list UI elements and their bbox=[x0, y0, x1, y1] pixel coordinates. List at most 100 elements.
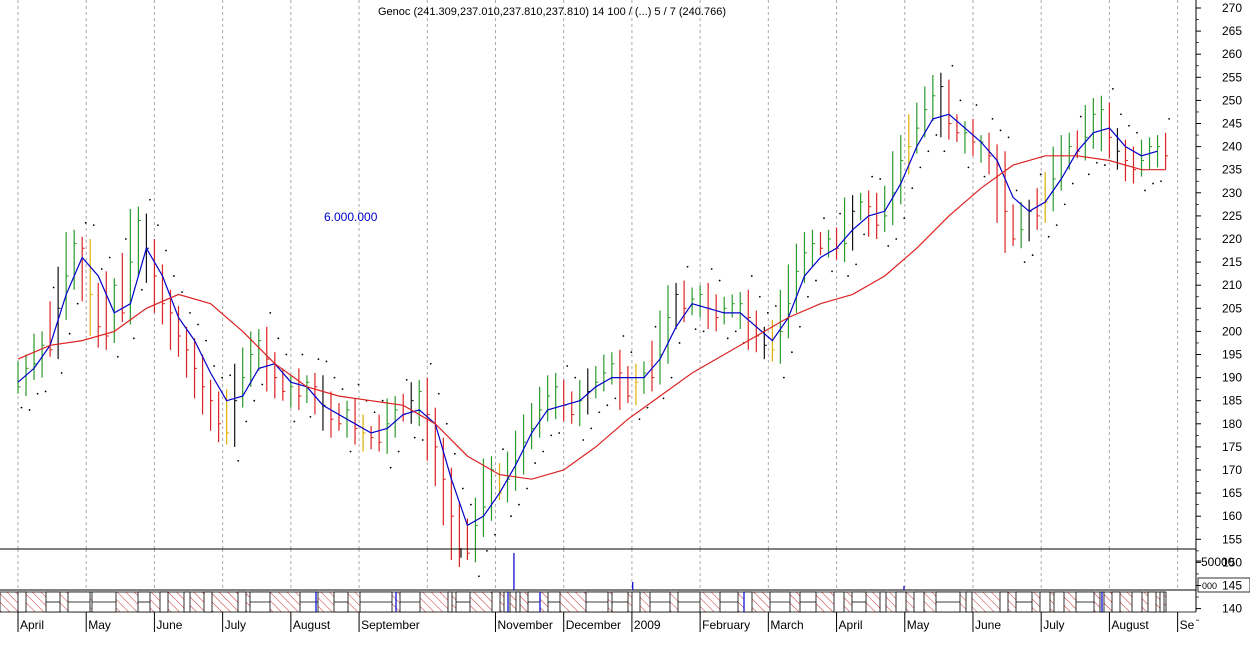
strip-box bbox=[159, 591, 169, 613]
price-tick-label: 250 bbox=[1222, 93, 1242, 107]
trail-dot bbox=[333, 376, 336, 379]
trail-dot bbox=[341, 388, 344, 391]
trail-dot bbox=[52, 286, 55, 289]
trail-dot bbox=[181, 291, 183, 294]
strip-box bbox=[1111, 591, 1121, 613]
month-label: 2009 bbox=[634, 618, 661, 632]
trail-dot bbox=[1112, 87, 1114, 90]
month-label: September bbox=[361, 618, 420, 632]
trail-dot bbox=[887, 245, 890, 247]
trail-dot bbox=[630, 351, 633, 354]
trail-dots bbox=[20, 64, 1170, 578]
trail-dot bbox=[518, 503, 520, 506]
trail-dot bbox=[879, 178, 882, 180]
chart-title: Genoc (241.309,237.010,237.810,237.810) … bbox=[378, 6, 726, 18]
strip-box bbox=[965, 591, 973, 613]
trail-dot bbox=[429, 362, 432, 365]
month-label: March bbox=[770, 618, 803, 632]
trail-dot bbox=[1031, 254, 1034, 257]
trail-dot bbox=[550, 434, 553, 437]
trail-dot bbox=[357, 383, 360, 386]
month-label: August bbox=[293, 618, 331, 632]
trail-dot bbox=[831, 270, 833, 273]
strip-box bbox=[491, 591, 501, 613]
price-tick-label: 145 bbox=[1222, 579, 1242, 593]
trail-dot bbox=[1023, 261, 1026, 263]
trail-dot bbox=[381, 399, 384, 402]
trail-dot bbox=[670, 376, 673, 379]
trail-dot bbox=[1160, 180, 1162, 183]
month-label: May bbox=[907, 618, 930, 632]
trail-dot bbox=[36, 392, 39, 395]
strip-box bbox=[1053, 591, 1065, 613]
trail-dot bbox=[782, 376, 785, 379]
vertical-gridlines bbox=[17, 0, 1179, 590]
trail-dot bbox=[140, 288, 143, 291]
trail-dot bbox=[20, 406, 23, 409]
trail-dot bbox=[574, 376, 577, 379]
trail-dot bbox=[959, 99, 962, 102]
trail-dot bbox=[1144, 189, 1146, 192]
trail-dot bbox=[1152, 182, 1154, 185]
price-tick-label: 255 bbox=[1222, 70, 1242, 84]
trail-dot bbox=[1055, 224, 1058, 227]
trail-dot bbox=[1136, 131, 1138, 134]
volume-panel bbox=[513, 553, 905, 590]
trail-dot bbox=[124, 238, 127, 240]
trail-dot bbox=[758, 295, 761, 298]
price-axis-ticks: 140 145 150 155 160 165 170 175 180 185 190 195 200 2… bbox=[1196, 1, 1242, 621]
price-tick-label: 165 bbox=[1222, 486, 1242, 500]
trail-dot bbox=[1103, 164, 1106, 166]
trail-dot bbox=[534, 462, 536, 464]
trail-dot bbox=[349, 450, 352, 453]
trail-dot bbox=[157, 224, 159, 227]
trail-dot bbox=[1039, 173, 1042, 176]
trail-dot bbox=[486, 549, 488, 552]
trail-dot bbox=[173, 275, 175, 277]
trail-dot bbox=[28, 409, 31, 411]
trail-dot bbox=[991, 117, 994, 120]
strip-box bbox=[999, 591, 1009, 613]
trail-dot bbox=[871, 175, 874, 178]
trail-dot bbox=[189, 312, 191, 314]
month-axis: April May June July August September November D… bbox=[17, 612, 1195, 632]
trail-dot bbox=[678, 342, 681, 344]
trail-dot bbox=[542, 450, 545, 453]
trail-dot bbox=[60, 372, 63, 374]
price-tick-label: 170 bbox=[1222, 463, 1242, 477]
trail-dot bbox=[253, 399, 256, 402]
trail-dot bbox=[309, 415, 312, 418]
trail-dot bbox=[1015, 189, 1018, 192]
trail-dot bbox=[317, 358, 320, 361]
trail-dot bbox=[437, 392, 440, 395]
trail-dot bbox=[213, 365, 216, 367]
price-tick-label: 240 bbox=[1222, 140, 1242, 154]
trail-dot bbox=[494, 533, 496, 536]
trail-dot bbox=[807, 295, 809, 298]
trail-dot bbox=[943, 150, 946, 153]
trail-dot bbox=[301, 353, 304, 356]
price-tick-label: 235 bbox=[1222, 163, 1242, 177]
price-tick-label: 140 bbox=[1222, 602, 1242, 616]
trail-dot bbox=[999, 129, 1002, 132]
trail-dot bbox=[1071, 182, 1074, 185]
trail-dot bbox=[397, 450, 400, 453]
trail-dot bbox=[293, 420, 296, 423]
trail-dot bbox=[863, 233, 866, 236]
chart-annotation: 6.000.000 bbox=[324, 210, 378, 224]
trail-dot bbox=[413, 436, 416, 439]
volume-strip bbox=[0, 591, 1196, 613]
trail-dot bbox=[694, 328, 697, 330]
trail-dot bbox=[1079, 115, 1082, 118]
series-line-2 bbox=[17, 155, 1166, 480]
trail-dot bbox=[478, 575, 480, 578]
trail-dot bbox=[1120, 113, 1122, 116]
trail-dot bbox=[1087, 173, 1090, 176]
price-tick-label: 270 bbox=[1222, 1, 1242, 15]
trail-dot bbox=[149, 198, 151, 201]
price-tick-label: 200 bbox=[1222, 324, 1242, 338]
strip-box bbox=[1147, 591, 1157, 613]
month-label: April bbox=[20, 618, 44, 632]
trail-dot bbox=[606, 404, 609, 407]
